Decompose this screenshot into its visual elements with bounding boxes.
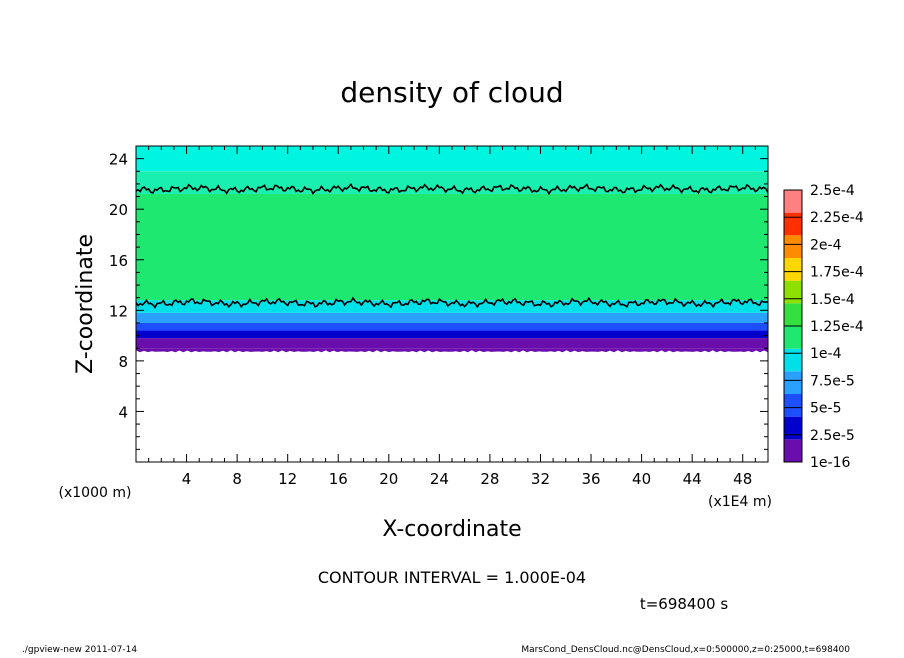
cloud-base-edge (136, 348, 768, 353)
x-axis: 4 8 12 16 20 24 28 32 36 40 44 48 (148, 146, 756, 488)
colorbar-swatch (784, 190, 802, 213)
colorbar-label: 1.5e-4 (810, 292, 855, 308)
colorbar-swatch (784, 258, 802, 281)
y-tick-label: 12 (109, 302, 128, 320)
x-tick-label: 28 (480, 470, 499, 488)
density-layer-6 (136, 171, 768, 195)
x-unit-label: (x1E4 m) (708, 494, 772, 510)
y-unit-label: (x1000 m) (59, 485, 132, 501)
density-layer-5 (136, 194, 768, 301)
colorbar-label: 1e-16 (810, 455, 850, 471)
colorbar-swatch (784, 303, 802, 326)
colorbar-label: 5e-5 (810, 401, 841, 417)
colorbar-swatch (784, 371, 802, 394)
colorbar-swatch (784, 212, 802, 236)
colorbar-swatch (784, 416, 802, 440)
contour-interval-text: CONTOUR INTERVAL = 1.000E-04 (318, 568, 586, 587)
y-tick-label: 8 (118, 353, 128, 371)
y-tick-label: 20 (109, 201, 128, 219)
density-layer-4 (136, 300, 768, 313)
y-axis-label: Z-coordinate (73, 234, 98, 374)
y-tick-label: 24 (109, 151, 128, 169)
colorbar-label: 7.5e-5 (810, 373, 855, 389)
colorbar-swatch (784, 280, 802, 304)
x-tick-label: 44 (683, 470, 702, 488)
chart-title: density of cloud (340, 76, 563, 109)
x-tick-label: 12 (278, 470, 297, 488)
colorbar-label: 2.5e-5 (810, 428, 855, 444)
x-tick-label: 4 (182, 470, 192, 488)
density-layer-7 (136, 146, 768, 172)
footer-left: ./gpview-new 2011-07-14 (22, 645, 137, 654)
contour-lines (136, 183, 768, 309)
x-tick-label: 36 (581, 470, 600, 488)
density-layer-0 (136, 338, 768, 349)
colorbar-swatch (784, 394, 802, 417)
y-tick-label: 16 (109, 252, 128, 270)
x-tick-label: 24 (430, 470, 449, 488)
cloud-density-field (136, 146, 768, 353)
colorbar-label: 1e-4 (810, 346, 842, 362)
x-axis-label: X-coordinate (382, 517, 521, 542)
x-tick-label: 16 (329, 470, 348, 488)
time-text: t=698400 s (640, 595, 728, 613)
x-tick-label: 32 (531, 470, 550, 488)
x-tick-label: 8 (232, 470, 242, 488)
contour-line-1 (136, 183, 768, 196)
contour-line-0 (136, 296, 768, 309)
x-tick-label: 48 (733, 470, 752, 488)
y-tick-label: 4 (118, 403, 128, 421)
colorbar-label: 2.5e-4 (810, 183, 855, 199)
density-layer-1 (136, 330, 768, 339)
colorbar-label: 2e-4 (810, 237, 842, 253)
density-layer-2 (136, 322, 768, 331)
footer-right: MarsCond_DensCloud.nc@DensCloud,x=0:5000… (521, 645, 850, 654)
colorbar-swatch (784, 348, 802, 372)
colorbar: 1e-16 2.5e-5 5e-5 7.5e-5 1e-4 1.25e-4 1.5e-4 1.… (783, 183, 864, 471)
x-tick-label: 40 (632, 470, 651, 488)
colorbar-label: 2.25e-4 (810, 210, 864, 226)
colorbar-swatch (784, 235, 802, 258)
colorbar-label: 1.75e-4 (810, 265, 864, 281)
x-tick-label: 20 (379, 470, 398, 488)
density-layer-3 (136, 312, 768, 323)
colorbar-swatch (784, 326, 802, 349)
colorbar-swatch (784, 439, 802, 462)
colorbar-label: 1.25e-4 (810, 319, 864, 335)
y-axis: 4 8 12 16 20 24 (109, 151, 768, 450)
